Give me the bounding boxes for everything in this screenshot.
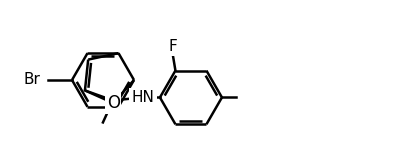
Text: Br: Br bbox=[23, 73, 40, 88]
Text: HN: HN bbox=[131, 90, 154, 105]
Text: O: O bbox=[107, 94, 119, 112]
Text: F: F bbox=[168, 39, 176, 54]
